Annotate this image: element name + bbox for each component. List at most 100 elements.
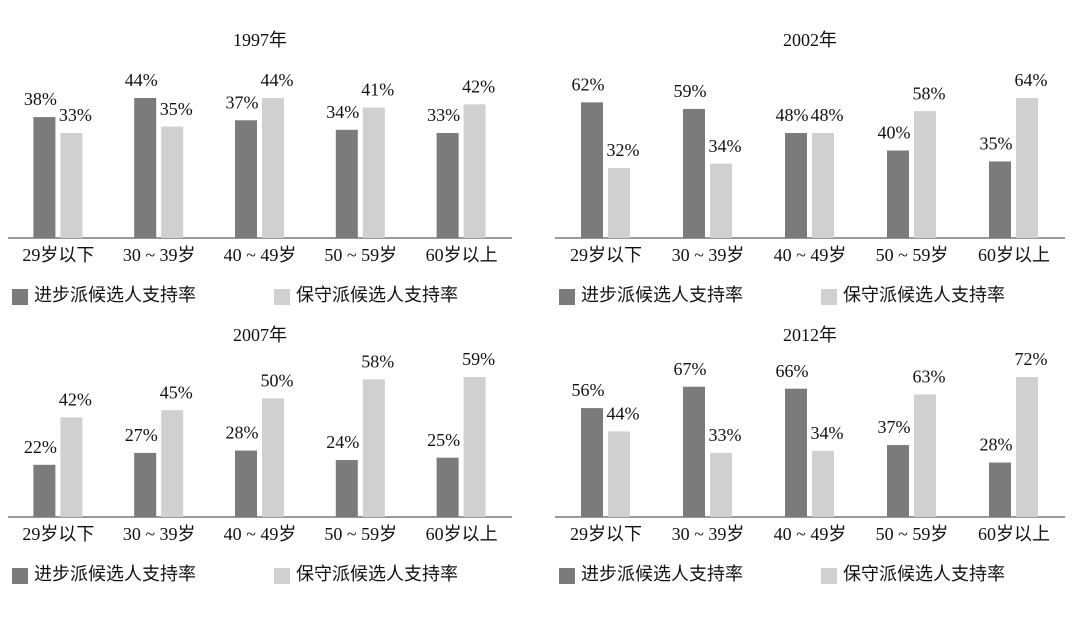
bar [262, 98, 284, 238]
value-label: 33% [709, 425, 742, 445]
legend-swatch [559, 289, 575, 305]
chart-title: 1997年 [233, 30, 287, 50]
x-tick-label: 40 ~ 49岁 [224, 245, 297, 265]
value-label: 48% [776, 105, 809, 125]
bar [989, 161, 1011, 238]
value-label: 59% [674, 81, 707, 101]
bar [33, 464, 56, 517]
bar [134, 98, 157, 238]
x-tick-label: 40 ~ 49岁 [224, 524, 297, 544]
bar [60, 417, 83, 517]
value-label: 50% [261, 370, 294, 390]
value-label: 35% [980, 134, 1013, 154]
bar [161, 410, 184, 517]
bar [608, 431, 630, 517]
value-label: 24% [326, 432, 359, 452]
x-tick-label: 29岁以下 [22, 245, 94, 265]
x-tick-label: 60岁以上 [426, 245, 498, 265]
x-tick-label: 30 ~ 39岁 [672, 524, 745, 544]
legend-swatch [559, 568, 575, 584]
bar [785, 388, 807, 517]
x-tick-label: 29岁以下 [570, 524, 642, 544]
bar [608, 168, 630, 238]
bar [60, 133, 83, 238]
legend-label: 保守派候选人支持率 [296, 285, 458, 305]
value-label: 40% [878, 123, 911, 143]
legend-swatch [274, 568, 290, 584]
bar [33, 117, 56, 238]
value-label: 42% [59, 389, 92, 409]
value-label: 32% [607, 140, 640, 160]
value-label: 25% [427, 430, 460, 450]
value-label: 44% [261, 70, 294, 90]
bar [989, 462, 1011, 517]
bar [887, 150, 909, 238]
bar [362, 107, 385, 238]
x-tick-label: 50 ~ 59岁 [876, 524, 949, 544]
value-label: 66% [776, 361, 809, 381]
value-label: 33% [59, 105, 92, 125]
value-label: 48% [811, 105, 844, 125]
x-tick-label: 60岁以上 [426, 524, 498, 544]
value-label: 34% [709, 136, 742, 156]
bar [914, 111, 936, 238]
legend-label: 保守派候选人支持率 [843, 285, 1005, 305]
bar [362, 379, 385, 517]
x-tick-label: 29岁以下 [570, 245, 642, 265]
legend-label: 进步派候选人支持率 [34, 285, 196, 305]
legend-label: 进步派候选人支持率 [581, 564, 743, 584]
bar [235, 450, 257, 517]
bar [683, 386, 705, 517]
value-label: 34% [811, 423, 844, 443]
value-label: 22% [24, 437, 57, 457]
bar [887, 445, 909, 517]
chart-title: 2007年 [233, 325, 287, 345]
bar [235, 120, 257, 238]
bar [463, 104, 486, 238]
value-label: 33% [427, 105, 460, 125]
legend-label: 进步派候选人支持率 [34, 564, 196, 584]
value-label: 42% [462, 76, 495, 96]
x-tick-label: 30 ~ 39岁 [123, 524, 196, 544]
value-label: 44% [125, 70, 158, 90]
bar [785, 133, 807, 238]
bar [683, 108, 705, 238]
value-label: 28% [226, 423, 259, 443]
bar [710, 163, 732, 238]
bar [581, 102, 603, 238]
x-tick-label: 40 ~ 49岁 [774, 245, 847, 265]
bar [463, 377, 486, 517]
bar [134, 452, 157, 517]
bar [1016, 377, 1038, 517]
value-label: 58% [913, 83, 946, 103]
bar [581, 408, 603, 517]
value-label: 27% [125, 425, 158, 445]
x-tick-label: 60岁以上 [978, 524, 1050, 544]
bar [335, 460, 358, 517]
value-label: 37% [226, 92, 259, 112]
x-tick-label: 40 ~ 49岁 [774, 524, 847, 544]
bar [161, 126, 184, 238]
value-label: 38% [24, 89, 57, 109]
x-tick-label: 29岁以下 [22, 524, 94, 544]
x-tick-label: 30 ~ 39岁 [672, 245, 745, 265]
value-label: 28% [980, 435, 1013, 455]
value-label: 64% [1015, 70, 1048, 90]
bar [262, 398, 284, 517]
bar [914, 394, 936, 517]
bar [335, 129, 358, 238]
bar [710, 452, 732, 517]
value-label: 62% [572, 75, 605, 95]
x-tick-label: 30 ~ 39岁 [123, 245, 196, 265]
chart-title: 2002年 [783, 30, 837, 50]
value-label: 58% [361, 351, 394, 371]
bar [812, 133, 834, 238]
value-label: 67% [674, 359, 707, 379]
value-label: 37% [878, 417, 911, 437]
legend-label: 进步派候选人支持率 [581, 285, 743, 305]
value-label: 44% [607, 404, 640, 424]
legend-label: 保守派候选人支持率 [843, 564, 1005, 584]
value-label: 34% [326, 102, 359, 122]
value-label: 45% [160, 382, 193, 402]
